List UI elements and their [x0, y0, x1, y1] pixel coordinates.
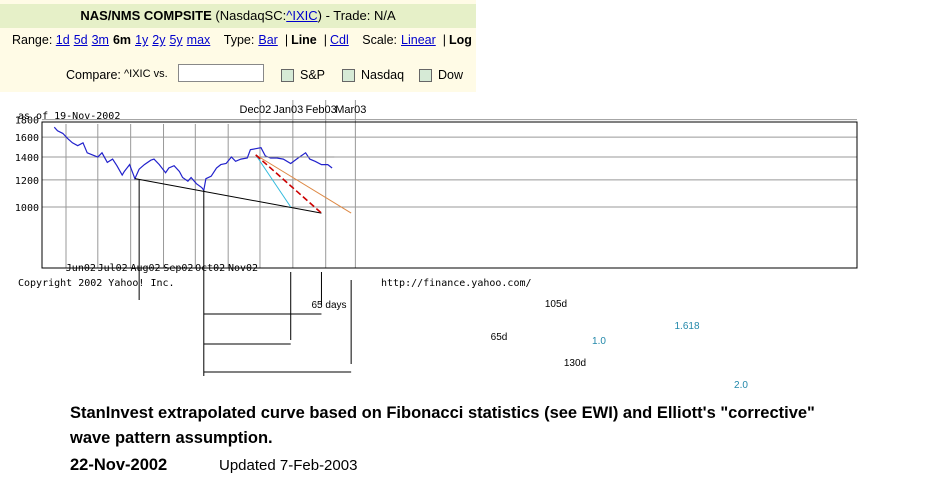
x-month-label-1: Jul02	[98, 263, 128, 274]
x-month-label-2: Aug02	[130, 263, 160, 274]
type-line-selected: Line	[291, 33, 317, 47]
as-of-label: as of 19-Nov-2002	[18, 111, 120, 122]
label-105d: 105d	[545, 299, 567, 310]
type-bar-link[interactable]: Bar	[258, 33, 278, 47]
x-month-label-upper-0: Dec02	[240, 104, 272, 116]
scale-label: Scale:	[362, 33, 398, 47]
plot-border	[41, 121, 858, 269]
compare-row: Compare: ^IXIC vs. S&P Nasdaq Dow	[0, 56, 476, 91]
label-65-days: 65 days	[311, 300, 346, 311]
compare-label: Compare:	[66, 68, 121, 82]
x-axis-labels: Jun02 Jul02 Aug02 Sep02 Oct02 Nov02 Dec02 Jan03…	[66, 104, 367, 274]
range-1d-link[interactable]: 1d	[55, 33, 70, 47]
x-month-label-0: Jun02	[66, 263, 96, 274]
dow-checkbox[interactable]	[419, 69, 432, 82]
compare-symbol: ^IXIC vs.	[124, 68, 168, 80]
control-panel: NAS/NMS COMPSITE (NasdaqSC:^IXIC) - Trad…	[0, 0, 476, 92]
projection-lines	[134, 154, 352, 214]
nasdaq-checkbox-label: Nasdaq	[361, 68, 405, 82]
caption-line-1: StanInvest extrapolated curve based on F…	[70, 404, 815, 422]
x-month-label-upper-3: Mar03	[335, 104, 366, 116]
nasdaq-series-line	[53, 126, 333, 192]
sp-checkbox[interactable]	[281, 69, 294, 82]
caption-date: 22-Nov-2002	[70, 456, 168, 474]
type-cdl-link[interactable]: Cdl	[330, 33, 349, 47]
index-name: NAS/NMS COMPSITE	[80, 8, 212, 23]
range-6m-selected: 6m	[112, 33, 132, 47]
source-url-label: http://finance.yahoo.com/	[381, 278, 532, 289]
y-tick-label-0: 1000	[15, 203, 39, 214]
fib-ratio-2-0: 2.0	[734, 380, 748, 391]
label-130d: 130d	[564, 358, 586, 369]
range-2y-link[interactable]: 2y	[152, 33, 166, 47]
caption-line-2: wave pattern assumption.	[70, 429, 273, 447]
type-label: Type:	[223, 33, 255, 47]
compare-symbol-input[interactable]	[178, 64, 264, 82]
range-5y-link[interactable]: 5y	[169, 33, 183, 47]
range-label: Range:	[12, 33, 53, 47]
price-series	[53, 126, 333, 192]
fib-projection-1618	[255, 154, 322, 214]
range-5d-link[interactable]: 5d	[73, 33, 88, 47]
scale-linear-link[interactable]: Linear	[401, 33, 436, 47]
nasdaq-checkbox[interactable]	[342, 69, 355, 82]
x-month-label-3: Sep02	[163, 263, 193, 274]
label-65d: 65d	[491, 332, 508, 343]
x-month-label-5: Nov02	[228, 263, 258, 274]
dow-checkbox-label: Dow	[438, 68, 464, 82]
y-tick-label-4: 1800	[15, 116, 39, 127]
x-month-label-upper-1: Jan03	[273, 104, 303, 116]
price-chart: 1000 1200 1400 1600 1800 Jun02 Jul02 Aug02 Sep0…	[15, 100, 858, 391]
scale-log-selected: Log	[449, 33, 472, 47]
quote-title: NAS/NMS COMPSITE (NasdaqSC:^IXIC) - Trad…	[0, 4, 476, 28]
y-tick-label-1: 1200	[15, 176, 39, 187]
x-month-label-4: Oct02	[195, 263, 225, 274]
sp-checkbox-label: S&P	[300, 68, 326, 82]
trend-line-lows	[134, 178, 322, 214]
fib-projection-1	[255, 154, 292, 208]
annotations: 65 days 105d 65d 130d 1.0 1.618 2.0	[138, 179, 748, 391]
y-axis-labels: 1000 1200 1400 1600 1800	[15, 116, 39, 214]
copyright-label: Copyright 2002 Yahoo! Inc.	[18, 278, 175, 289]
symbol-link[interactable]: ^IXIC	[286, 8, 318, 23]
y-tick-label-2: 1400	[15, 153, 39, 164]
fib-projection-2	[255, 154, 352, 214]
fib-ratio-1-618: 1.618	[674, 321, 699, 332]
updated-note: Updated 7-Feb-2003	[219, 457, 358, 474]
trade-status: ) - Trade: N/A	[317, 8, 396, 23]
fib-ratio-1-0: 1.0	[592, 336, 606, 347]
chart-options-row: Range: 1d 5d 3m 6m 1y 2y 5y max Type: Bar | Line | C…	[12, 33, 472, 47]
chart-frame	[41, 121, 858, 269]
x-month-label-upper-2: Feb03	[306, 104, 337, 116]
range-max-link[interactable]: max	[186, 33, 211, 47]
symbol-prefix: (NasdaqSC:	[215, 8, 287, 23]
chart-grid	[42, 100, 857, 268]
y-tick-label-3: 1600	[15, 133, 39, 144]
range-1y-link[interactable]: 1y	[135, 33, 149, 47]
range-3m-link[interactable]: 3m	[91, 33, 109, 47]
